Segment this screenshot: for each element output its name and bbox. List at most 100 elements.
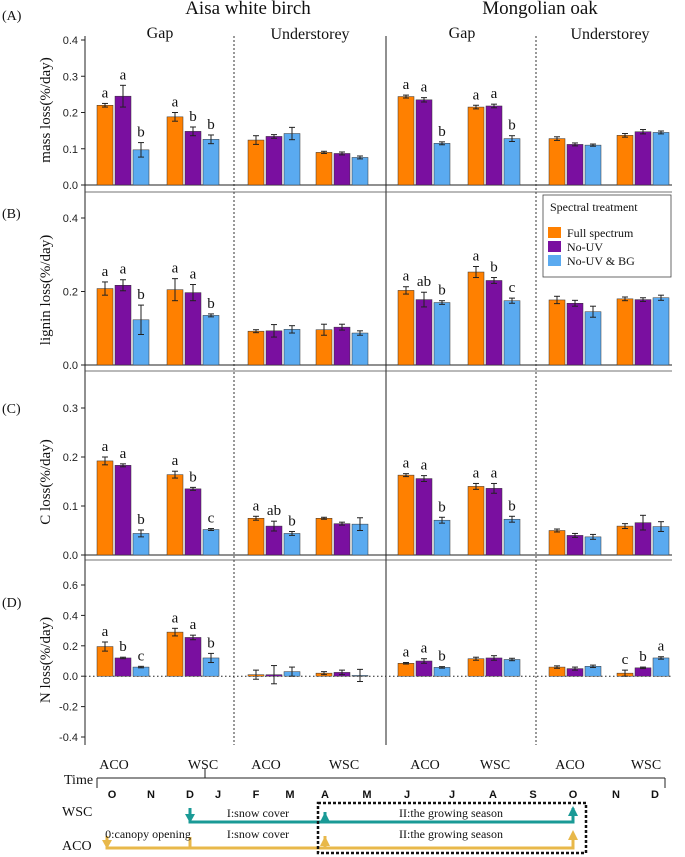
y-tick-label: 0.1 (63, 501, 78, 513)
x-group-label: WSC (480, 758, 510, 773)
bar (503, 138, 521, 186)
y-axis-label: mass loss(%/day) (38, 57, 54, 162)
bar (433, 519, 451, 556)
significance-letter: b (438, 649, 446, 665)
bar (114, 285, 132, 366)
habitat-header-gap-birch: Gap (147, 25, 174, 42)
bar (351, 332, 369, 366)
significance-letter: a (172, 261, 179, 277)
aco-phase-growing-season: II:the growing season (399, 827, 503, 841)
significance-letter: a (120, 262, 127, 278)
bar (566, 144, 584, 186)
timeline-row-label-aco: ACO (62, 839, 92, 854)
habitat-header-understorey-birch: Understorey (270, 26, 349, 43)
bar (184, 637, 202, 677)
significance-letter: a (172, 95, 179, 111)
bar (247, 518, 265, 556)
y-tick-label: 0.4 (63, 35, 78, 47)
legend-box (542, 194, 672, 278)
bar (202, 529, 220, 556)
bar (283, 133, 301, 186)
significance-letter: a (421, 458, 428, 474)
y-tick-label: 0.3 (63, 403, 78, 415)
wsc-end-arrow (568, 806, 578, 816)
bar (96, 288, 114, 366)
panel-label: (A) (2, 9, 22, 24)
significance-letter: a (403, 77, 410, 93)
bar (184, 292, 202, 366)
bar (397, 96, 415, 186)
bar (265, 136, 283, 186)
timeline-month: J (215, 789, 221, 801)
significance-letter: a (473, 465, 480, 481)
timeline: Time O N D J F M A M J J A S O N D WSC I… (62, 768, 666, 855)
bar (397, 290, 415, 366)
significance-letter: a (403, 645, 410, 661)
bar (247, 139, 265, 186)
wsc-phase-growing-season: II:the growing season (399, 806, 503, 820)
significance-letter: b (508, 118, 516, 134)
habitat-header-gap-oak: Gap (449, 25, 476, 42)
y-tick-label: 0.6 (63, 580, 78, 592)
bar (584, 144, 602, 186)
panel-label: (B) (2, 207, 21, 222)
y-tick-label: 0.4 (63, 213, 78, 225)
bar (351, 157, 369, 186)
bar (485, 105, 503, 186)
significance-letter: a (491, 465, 498, 481)
bar (634, 299, 652, 366)
bar (566, 303, 584, 366)
bar (114, 95, 132, 186)
growing-season-box (316, 801, 588, 855)
significance-letter: a (473, 249, 480, 265)
bar (315, 518, 333, 556)
bar (652, 657, 670, 677)
timeline-month: A (321, 789, 329, 801)
legend-label-no-uv: No-UV (567, 240, 603, 254)
bar (132, 666, 150, 677)
bar (166, 116, 184, 186)
significance-letter: c (138, 648, 145, 664)
aco-phase-canopy-opening: 0:canopy opening (105, 827, 191, 841)
significance-letter: b (137, 512, 145, 528)
bar (96, 105, 114, 186)
significance-letter: a (120, 67, 127, 83)
bar (616, 525, 634, 556)
y-tick-label: 0.2 (63, 452, 78, 464)
bar (503, 659, 521, 677)
bar (584, 311, 602, 366)
bar (485, 488, 503, 556)
significance-letter: a (253, 498, 260, 514)
significance-letter: b (137, 287, 145, 303)
y-axis-label: C loss(%/day) (38, 439, 54, 524)
significance-letter: a (102, 624, 109, 640)
y-tick-label: 0.0 (63, 180, 78, 192)
bar (566, 535, 584, 556)
y-tick-label: 0.0 (63, 360, 78, 372)
x-group-label: ACO (99, 758, 129, 773)
y-tick-label: 0.4 (63, 610, 78, 622)
x-group-label: ACO (410, 758, 440, 773)
legend-label-full-spectrum: Full spectrum (567, 226, 634, 240)
species-header-birch: Aisa white birch (185, 0, 311, 19)
x-group-label: WSC (188, 758, 218, 773)
bar (166, 631, 184, 677)
bar (397, 663, 415, 677)
significance-letter: b (438, 283, 446, 299)
x-group-label: WSC (329, 758, 359, 773)
timeline-month: D (651, 789, 659, 801)
bar (503, 518, 521, 556)
bar (433, 667, 451, 677)
bar (184, 131, 202, 186)
bar (114, 657, 132, 677)
bar (333, 523, 351, 556)
panel-label: (D) (2, 596, 22, 611)
x-group-label: ACO (251, 758, 281, 773)
significance-letter: b (438, 499, 446, 515)
panel-label: (C) (2, 402, 21, 417)
timeline-month: D (186, 789, 194, 801)
y-tick-label: 0.1 (63, 144, 78, 156)
bar (616, 298, 634, 366)
bar (467, 486, 485, 556)
bar (114, 465, 132, 556)
